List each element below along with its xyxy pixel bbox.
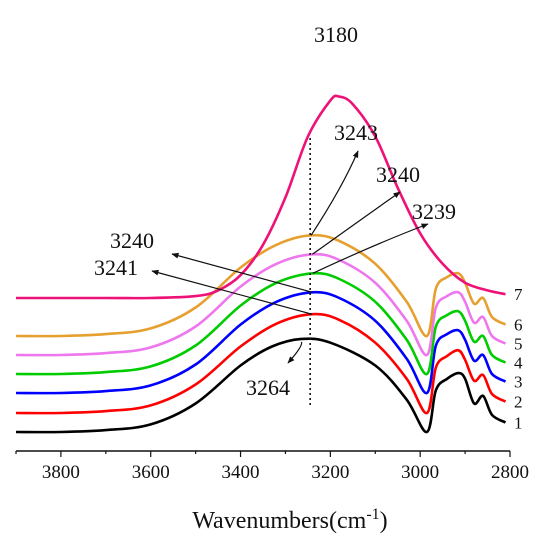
series-label-1: 1 [514,414,523,433]
series-line-1 [15,337,507,434]
x-axis: 3800 3600 3400 3200 3000 2800 [15,450,529,483]
series-line-5 [15,252,507,357]
x-tick-label: 3000 [401,462,439,483]
peak-label-3180: 3180 [314,22,358,47]
annotation-arrow-5 [312,191,401,255]
peak-label-3264: 3264 [246,375,290,400]
series-line-4 [15,271,507,376]
x-tick-label: 3200 [311,462,349,483]
annotation-arrow-4 [312,223,429,274]
x-tick-label: 2800 [491,462,529,483]
x-tick-label: 3800 [42,462,80,483]
peak-label-3240: 3240 [110,228,154,253]
series-label-6: 6 [514,316,523,335]
series-label-4: 4 [514,354,523,373]
series-line-3 [15,290,507,395]
series-line-6 [15,233,507,338]
annotation-arrow-3 [171,252,313,293]
series-label-3: 3 [514,373,523,392]
series-label-7: 7 [514,285,523,304]
annotation-arrow-1 [287,341,303,364]
annotation-arrow-6 [310,150,359,236]
peak-label-3243: 3243 [334,120,378,145]
x-tick-label: 3600 [132,462,170,483]
peak-label-3241: 3241 [94,255,138,280]
series-line-2 [15,312,507,415]
peak-label-3239: 3239 [412,199,456,224]
spectrum-curves [15,94,507,434]
series-line-7 [15,94,506,300]
x-axis-label: Wavenumbers(cm-1) [192,506,387,534]
annotation-arrow-2 [151,269,313,315]
series-label-5: 5 [514,335,523,354]
peak-label-3240: 3240 [376,162,420,187]
series-label-2: 2 [514,393,523,412]
x-tick-label: 3400 [222,462,260,483]
annotation-arrows [151,150,429,364]
